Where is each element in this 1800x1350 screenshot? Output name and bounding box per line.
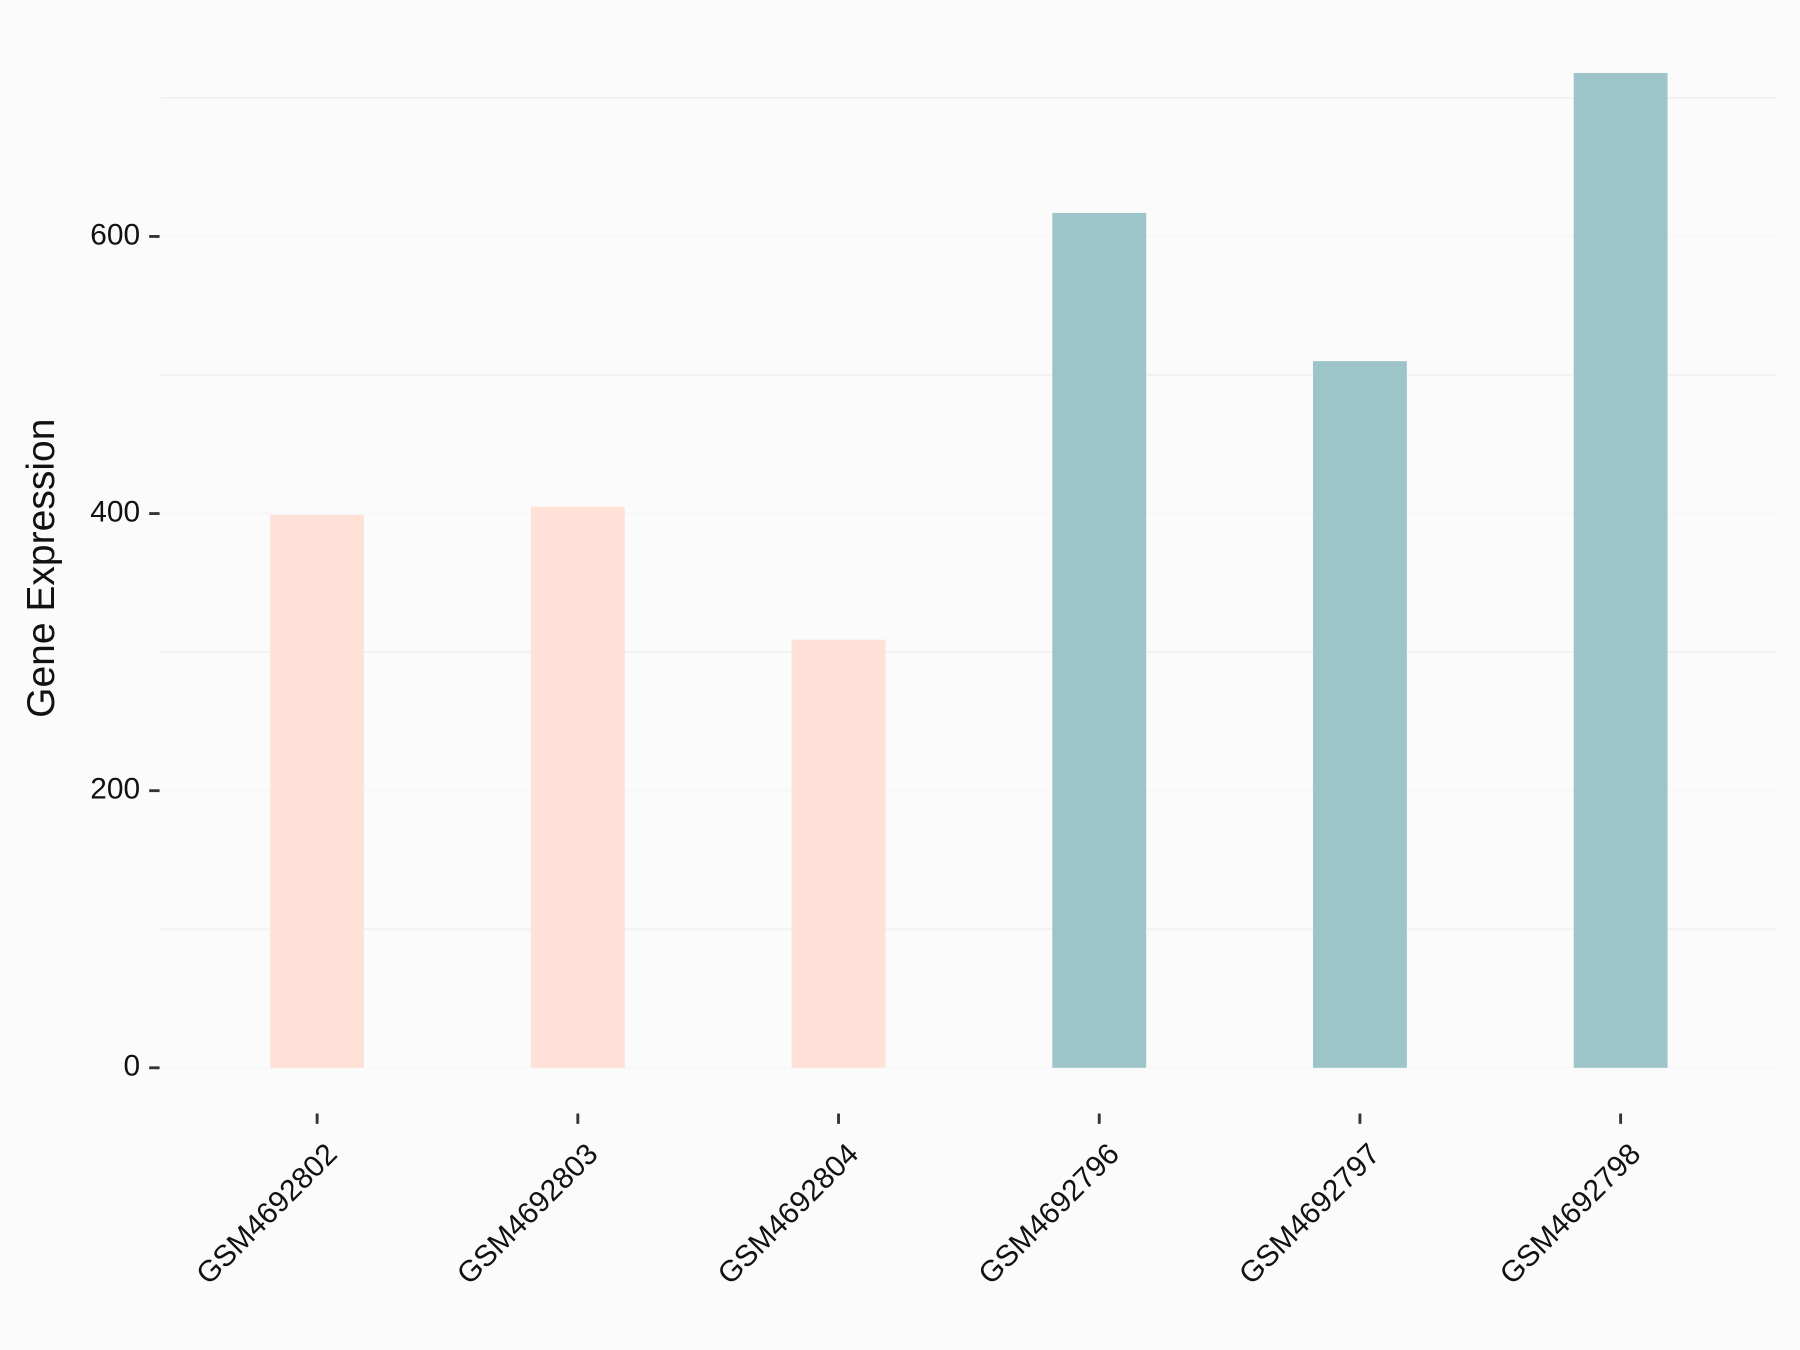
bar xyxy=(1573,72,1668,1068)
y-tick-label: 0 xyxy=(123,1050,140,1083)
y-tick-label: 200 xyxy=(90,773,140,806)
y-tick-label: 600 xyxy=(90,218,140,251)
y-tick-label: 400 xyxy=(90,495,140,528)
bar xyxy=(530,506,625,1068)
bar xyxy=(1312,361,1407,1068)
bar xyxy=(1052,212,1147,1068)
y-axis-title: Gene Expression xyxy=(20,419,63,718)
bar xyxy=(791,639,886,1068)
bar xyxy=(270,514,365,1068)
